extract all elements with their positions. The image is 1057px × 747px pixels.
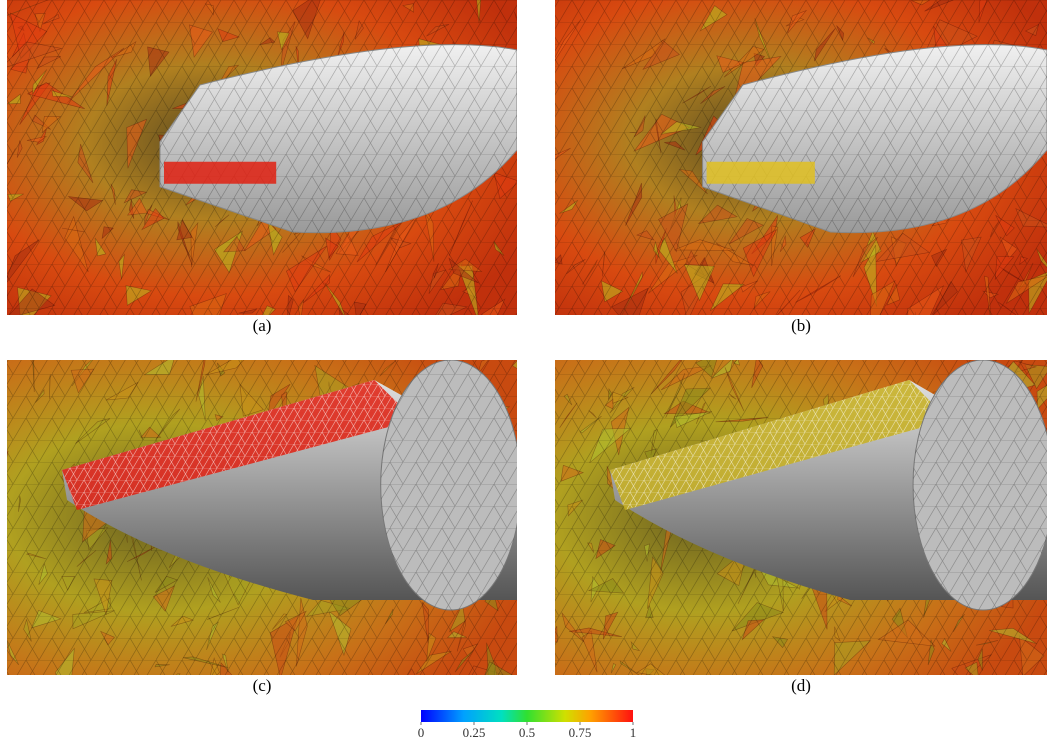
mesh-facet [0, 450, 8, 488]
mesh-facet [515, 430, 534, 442]
mesh-panel [539, 0, 1057, 360]
mesh-panel [0, 340, 535, 710]
mesh-facet [914, 312, 915, 339]
colorbar-tick-label: 0 [418, 725, 425, 740]
mesh-facet [163, 674, 180, 696]
body-band [707, 162, 815, 184]
colorbar-tick-label: 0.75 [569, 725, 592, 740]
colorbar-tick-label: 0.25 [463, 725, 486, 740]
body-end-mesh [381, 360, 521, 610]
mesh-panel [546, 350, 1057, 681]
colorbar-tick-label: 0.5 [519, 725, 535, 740]
mesh-panel [0, 0, 541, 352]
colorbar-tick-label: 1 [630, 725, 637, 740]
mesh-facet [546, 663, 556, 667]
panel-caption: (a) [253, 316, 272, 335]
figure: (a) (b) (c) (d) 0 0.25 0.5 0.75 1 [0, 0, 1057, 742]
body-band [164, 162, 276, 184]
panel-caption: (b) [791, 316, 811, 335]
colorbar [421, 710, 633, 722]
body-end-mesh [913, 360, 1053, 610]
panel-caption: (d) [791, 676, 811, 695]
mesh-facet [5, 290, 7, 300]
panel-caption: (c) [253, 676, 272, 695]
